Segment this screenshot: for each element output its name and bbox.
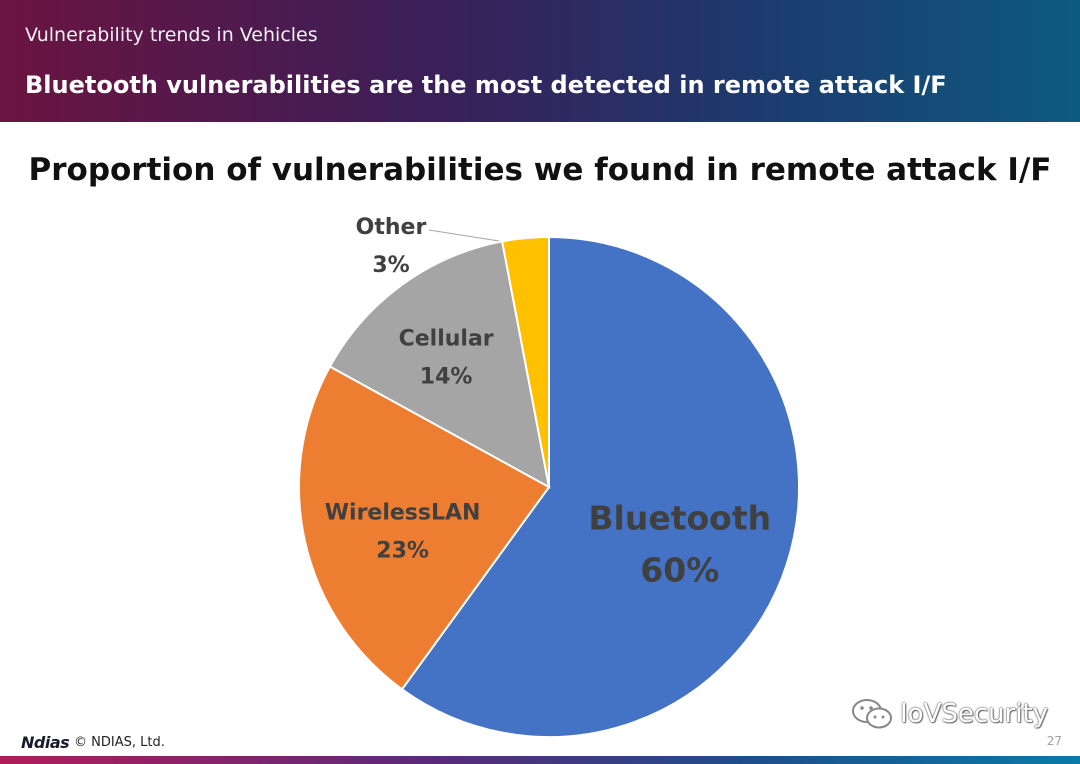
slice-value-wirelesslan: 23% xyxy=(376,539,429,564)
slice-label-other: Other xyxy=(356,215,427,240)
wechat-icon xyxy=(852,699,892,729)
watermark-text: IoVSecurity xyxy=(900,699,1049,729)
slice-value-other: 3% xyxy=(372,253,409,278)
chart-title: Proportion of vulnerabilities we found i… xyxy=(28,152,1052,188)
pie-slice-bluetooth xyxy=(400,235,801,738)
slice-label-cellular: Cellular xyxy=(399,326,494,351)
slice-label-bluetooth: Bluetooth xyxy=(588,498,771,537)
watermark: IoVSecurity xyxy=(850,696,1048,732)
slide-title: Bluetooth vulnerabilities are the most d… xyxy=(25,71,947,99)
page-number: 27 xyxy=(1046,734,1062,748)
slice-value-bluetooth: 60% xyxy=(640,550,719,589)
copyright-text: © NDIAS, Ltd. xyxy=(74,735,165,750)
slice-value-cellular: 14% xyxy=(420,364,473,389)
leader-line-other xyxy=(428,229,500,242)
pie-slice-other xyxy=(500,235,550,488)
slide-header: Vulnerability trends in Vehicles Bluetoo… xyxy=(0,0,1080,122)
bottom-accent-bar xyxy=(0,756,1080,764)
slice-label-wirelesslan: WirelessLAN xyxy=(325,501,481,526)
ndias-logo: Ndias xyxy=(21,733,70,752)
slide-subtitle: Vulnerability trends in Vehicles xyxy=(25,24,318,46)
pie-slice-cellular xyxy=(328,240,551,489)
pie-slice-wirelesslan xyxy=(298,365,551,691)
